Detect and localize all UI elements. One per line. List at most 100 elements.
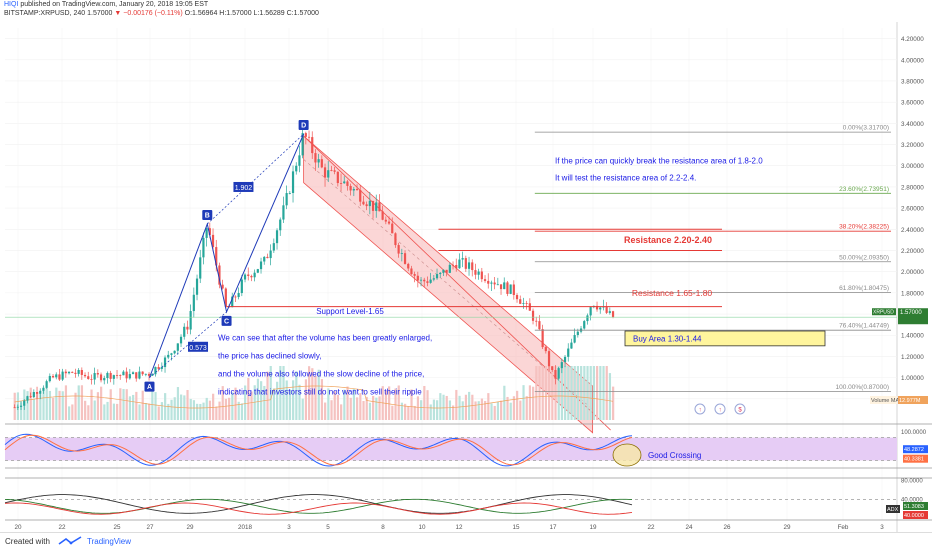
candle-body (167, 354, 170, 358)
candle-body (170, 353, 173, 355)
volume-bar (36, 392, 39, 420)
volume-bar (557, 366, 560, 420)
volume-bar (103, 404, 106, 420)
candle-body (525, 303, 528, 304)
stoch-d-value-bg (903, 454, 928, 463)
candle-body (112, 375, 115, 379)
fib-level-label: 0.00%(3.31700) (843, 125, 889, 132)
harmonic-point-label: C (224, 318, 229, 325)
candle-body (611, 311, 615, 318)
volume-bar (240, 403, 244, 420)
candle-body (583, 321, 586, 329)
volume-bar (407, 406, 410, 420)
buy-area-box (624, 330, 826, 347)
volume-bar (141, 390, 144, 420)
adx-value2-bg (903, 511, 928, 519)
x-tick-label: Feb (838, 524, 849, 531)
current-price-bg (898, 308, 928, 325)
candle-body (301, 133, 304, 156)
candle-body (352, 188, 355, 191)
volume-bar (602, 366, 605, 420)
candle-body (323, 167, 327, 178)
volume-bar (314, 375, 317, 420)
volume-bar (125, 389, 128, 420)
volume-bar (416, 396, 420, 420)
volume-bar (343, 389, 346, 420)
volume-bar (90, 389, 93, 420)
volume-bar (205, 397, 208, 420)
volume-bar (260, 381, 263, 420)
volume-bar (490, 403, 493, 420)
candle-body (141, 371, 144, 375)
candle-body (371, 200, 375, 211)
volume-bar (311, 368, 314, 420)
candle-body (215, 247, 218, 266)
channel-midline (303, 159, 593, 410)
candle-body (551, 366, 554, 370)
candle-body (410, 268, 413, 275)
candle-body (202, 237, 205, 258)
volume-bar (541, 366, 544, 420)
candle-body (554, 369, 557, 379)
y-tick-label: 4.20000 (901, 36, 924, 43)
candle-body (391, 223, 394, 234)
note-right-line: If the price can quickly break the resis… (555, 157, 763, 166)
candle-body (426, 281, 429, 283)
volume-bar (560, 366, 564, 420)
volume-bar (266, 371, 269, 420)
candle-body (311, 137, 314, 154)
volume-bar (74, 392, 77, 420)
y-tick-label: 3.20000 (901, 142, 924, 149)
candle-body (103, 378, 106, 381)
volume-bar (189, 398, 192, 420)
x-tick-label: 8 (381, 524, 385, 531)
volume-bar (58, 390, 61, 420)
candle-body (29, 396, 32, 398)
candle-body (250, 275, 253, 278)
volume-value: 12.977M (899, 398, 921, 404)
tradingview-brand[interactable]: TradingView (87, 537, 132, 546)
volume-bar (567, 366, 570, 420)
candle-body (275, 230, 279, 244)
candle-body (240, 279, 243, 294)
candle-body (51, 375, 55, 378)
publish-line: HIQI published on TradingView.com, Janua… (4, 1, 208, 8)
volume-bar (471, 394, 474, 420)
volume-bar (583, 366, 586, 420)
volume-bar (202, 402, 205, 420)
volume-bar (356, 397, 359, 420)
volume-bar (493, 405, 496, 420)
good-crossing-circle (612, 443, 642, 467)
volume-bar (154, 392, 157, 420)
x-tick-label: 27 (146, 524, 154, 531)
candle-body (384, 219, 387, 222)
author-name[interactable]: HIQI (4, 1, 19, 8)
candle-body (256, 269, 259, 273)
volume-bar (362, 401, 365, 420)
volume-bar (391, 405, 394, 420)
volume-bar (148, 403, 151, 420)
price-tag-bg (872, 308, 896, 316)
volume-bar (84, 400, 87, 420)
candle-body (515, 295, 519, 300)
x-tick-label: 12 (455, 524, 463, 531)
candle-body (599, 307, 602, 310)
candle-body (605, 306, 608, 313)
x-tick-label: 10 (418, 524, 426, 531)
volume-bar (352, 388, 356, 420)
volume-bar (477, 401, 480, 420)
candle-body (96, 373, 99, 375)
candle-body (435, 274, 439, 279)
x-tick-label: 29 (186, 524, 194, 531)
candle-body (42, 387, 45, 391)
volume-bar (253, 385, 256, 420)
volume-bar (429, 404, 432, 420)
price-chart[interactable]: 4.20000 4.00000 3.80000 3.60000 3.40000 3.200… (0, 20, 932, 532)
price-tag-symbol: XRPUSD (873, 310, 894, 316)
volume-bar (308, 366, 311, 420)
y-tick-label: 2.00000 (901, 269, 924, 276)
volume-bar (157, 406, 160, 420)
candle-body (253, 272, 256, 278)
volume-bar (400, 402, 404, 420)
volume-bar (368, 402, 372, 420)
